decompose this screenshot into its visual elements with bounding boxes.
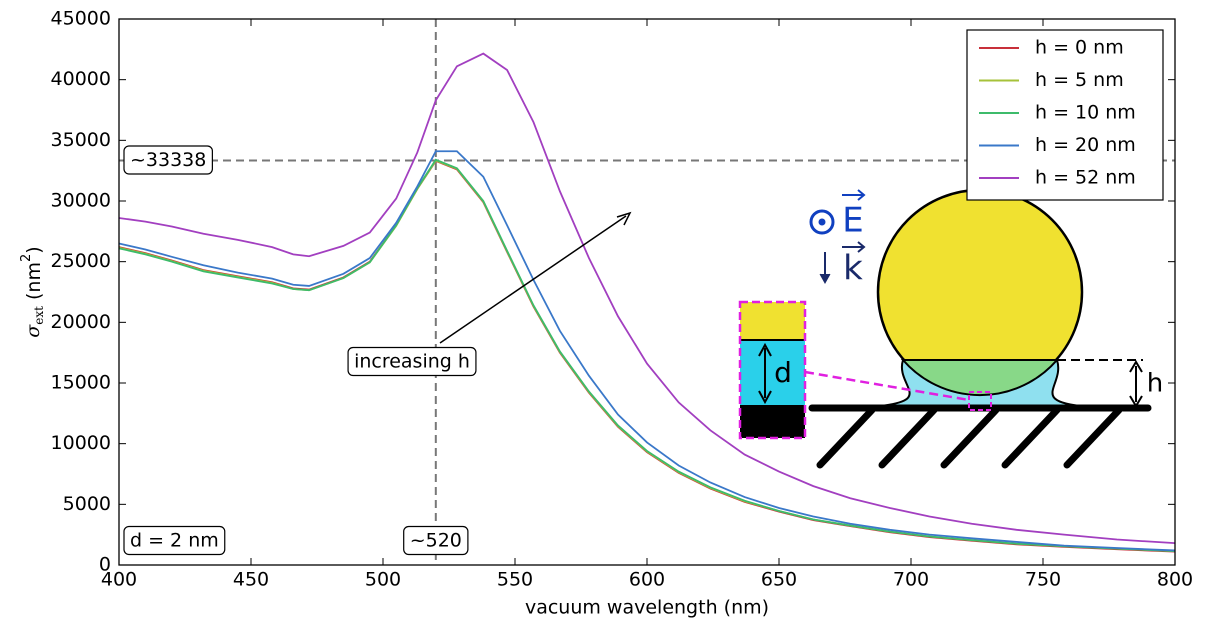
annotation-box	[123, 145, 213, 175]
reference-label: ~520	[410, 530, 462, 552]
x-tick-label: 750	[1025, 569, 1061, 591]
annotation-box	[123, 525, 226, 556]
x-tick-label: 400	[101, 569, 137, 591]
annotation-text: increasing h	[354, 351, 470, 373]
reference-label: ~33338	[130, 149, 206, 171]
inset-label-k: k	[843, 249, 863, 289]
y-tick-label: 10000	[51, 432, 111, 454]
y-tick-label: 20000	[51, 311, 111, 333]
series-line	[118, 150, 1176, 552]
x-tick-label: 450	[233, 569, 269, 591]
legend-label: h = 0 nm	[1035, 37, 1124, 59]
annotation-text-box: d = 2 nm	[123, 525, 226, 556]
y-tick-label: 40000	[51, 68, 111, 90]
x-tick-label: 600	[629, 569, 665, 591]
series-line	[118, 52, 1176, 545]
y-tick-label: 15000	[51, 372, 111, 394]
y-tick-label: 30000	[51, 190, 111, 212]
y-tick-label: 5000	[63, 493, 111, 515]
x-tick-label: 650	[761, 569, 797, 591]
plot-area	[118, 19, 1176, 565]
annotation-text-box: increasing h	[347, 346, 477, 377]
y-axis-label: σext (nm2)	[19, 246, 46, 337]
legend-label: h = 52 nm	[1035, 167, 1136, 189]
reference-label-box: ~33338	[123, 145, 213, 175]
series-line	[118, 158, 1176, 552]
x-tick-label: 800	[1157, 569, 1193, 591]
annotation-text: d = 2 nm	[130, 530, 219, 552]
legend-label: h = 5 nm	[1035, 69, 1124, 91]
y-tick-label: 45000	[51, 8, 111, 30]
inset-label-e: E	[842, 201, 863, 241]
reference-label-box: ~520	[403, 525, 469, 556]
inset-label-d: d	[774, 356, 792, 389]
y-tick-label: 0	[99, 554, 111, 576]
x-axis-label: vacuum wavelength (nm)	[525, 597, 769, 619]
annotation-box	[403, 525, 469, 556]
inset-label-h: h	[1147, 369, 1163, 399]
x-tick-label: 500	[365, 569, 401, 591]
legend-label: h = 20 nm	[1035, 134, 1136, 156]
legend-box	[966, 29, 1164, 201]
x-tick-label: 700	[893, 569, 929, 591]
legend-label: h = 10 nm	[1035, 102, 1136, 124]
x-tick-label: 550	[497, 569, 533, 591]
y-tick-label: 25000	[51, 250, 111, 272]
legend: h = 0 nm h = 5 nm h = 10 nm h = 20 nm h = 52…	[966, 29, 1164, 201]
inset-diagram: E k d h	[738, 188, 1163, 469]
annotation-box	[347, 346, 477, 377]
y-tick-label: 35000	[51, 129, 111, 151]
